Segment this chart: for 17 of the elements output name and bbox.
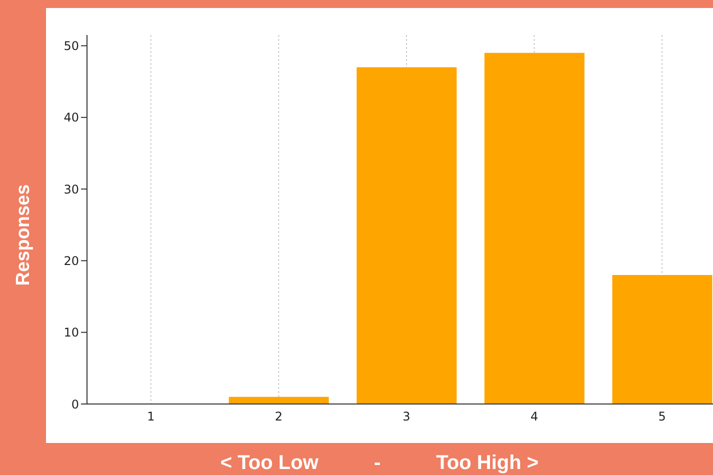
bar	[612, 275, 712, 404]
y-tick-label: 40	[64, 110, 79, 125]
x-tick-label: 3	[402, 410, 410, 424]
x-tick-label: 1	[147, 410, 155, 424]
y-tick-label: 10	[64, 326, 79, 340]
x-tick-label: 4	[530, 410, 538, 424]
y-tick-label: 50	[64, 39, 79, 54]
bar	[228, 396, 329, 404]
y-tick-label: 0	[71, 397, 79, 412]
bar	[484, 52, 584, 404]
x-axis-title: < Too Low - Too High >	[219, 452, 540, 475]
x-tick-label: 2	[274, 410, 283, 424]
bar	[356, 67, 457, 404]
x-tick-label: 5	[658, 410, 666, 424]
y-tick-label: 20	[64, 254, 79, 268]
y-tick-label: 30	[64, 182, 79, 196]
y-axis-title: Responses	[13, 184, 35, 286]
